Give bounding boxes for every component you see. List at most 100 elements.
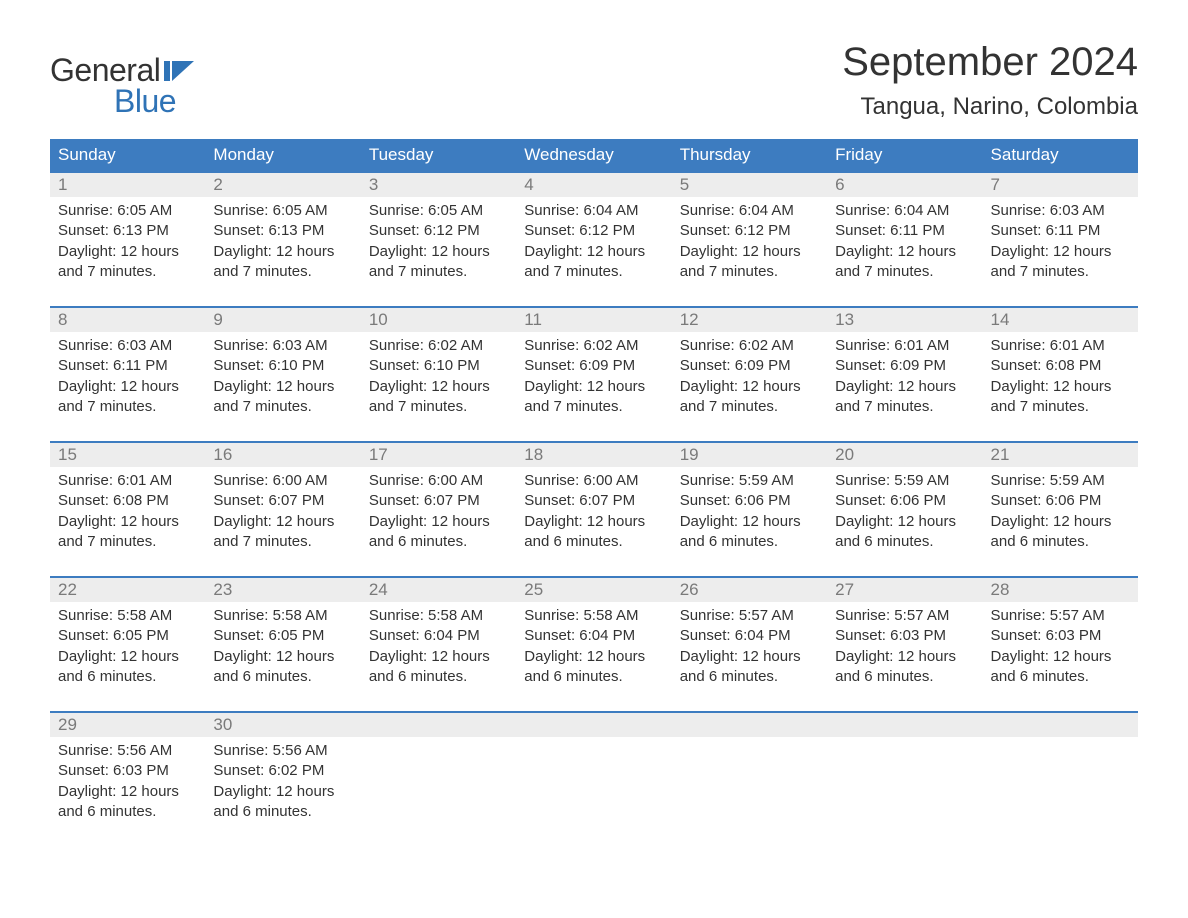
weekday-header-row: Sunday Monday Tuesday Wednesday Thursday… [50, 139, 1138, 172]
sunrise-text: Sunrise: 6:00 AM [213, 471, 352, 491]
day-number: 26 [672, 577, 827, 602]
day-body-row: Sunrise: 5:58 AMSunset: 6:05 PMDaylight:… [50, 602, 1138, 712]
daylight-text: Daylight: 12 hours and 7 minutes. [213, 512, 352, 553]
daylight-text: Daylight: 12 hours and 7 minutes. [213, 377, 352, 418]
day-cell: Sunrise: 5:56 AMSunset: 6:02 PMDaylight:… [205, 737, 360, 846]
day-cell: Sunrise: 6:05 AMSunset: 6:13 PMDaylight:… [50, 197, 205, 307]
day-number [672, 712, 827, 737]
sunset-text: Sunset: 6:08 PM [991, 356, 1130, 376]
daylight-text: Daylight: 12 hours and 6 minutes. [991, 647, 1130, 688]
sunset-text: Sunset: 6:03 PM [58, 761, 197, 781]
sunset-text: Sunset: 6:11 PM [991, 221, 1130, 241]
sunset-text: Sunset: 6:11 PM [58, 356, 197, 376]
sunset-text: Sunset: 6:11 PM [835, 221, 974, 241]
logo-text-blue: Blue [114, 83, 194, 120]
day-number: 29 [50, 712, 205, 737]
daylight-text: Daylight: 12 hours and 6 minutes. [680, 647, 819, 688]
sunset-text: Sunset: 6:07 PM [213, 491, 352, 511]
day-cell: Sunrise: 5:57 AMSunset: 6:03 PMDaylight:… [827, 602, 982, 712]
day-number: 14 [983, 307, 1138, 332]
sunrise-text: Sunrise: 5:57 AM [835, 606, 974, 626]
sunset-text: Sunset: 6:06 PM [991, 491, 1130, 511]
daylight-text: Daylight: 12 hours and 7 minutes. [58, 242, 197, 283]
day-number-row: 2930 [50, 712, 1138, 737]
sunrise-text: Sunrise: 5:57 AM [680, 606, 819, 626]
sunrise-text: Sunrise: 6:05 AM [369, 201, 508, 221]
day-number-row: 22232425262728 [50, 577, 1138, 602]
day-number: 5 [672, 172, 827, 197]
day-number: 4 [516, 172, 671, 197]
day-number-row: 15161718192021 [50, 442, 1138, 467]
daylight-text: Daylight: 12 hours and 6 minutes. [835, 512, 974, 553]
day-cell: Sunrise: 6:01 AMSunset: 6:08 PMDaylight:… [983, 332, 1138, 442]
day-cell: Sunrise: 5:59 AMSunset: 6:06 PMDaylight:… [983, 467, 1138, 577]
weekday-header: Tuesday [361, 139, 516, 172]
day-cell: Sunrise: 5:57 AMSunset: 6:03 PMDaylight:… [983, 602, 1138, 712]
day-number: 24 [361, 577, 516, 602]
daylight-text: Daylight: 12 hours and 7 minutes. [680, 242, 819, 283]
day-number: 28 [983, 577, 1138, 602]
header: General Blue September 2024 Tangua, Nari… [50, 40, 1138, 121]
daylight-text: Daylight: 12 hours and 6 minutes. [58, 782, 197, 823]
day-number: 6 [827, 172, 982, 197]
day-number: 30 [205, 712, 360, 737]
sunset-text: Sunset: 6:07 PM [369, 491, 508, 511]
sunset-text: Sunset: 6:03 PM [991, 626, 1130, 646]
day-number: 10 [361, 307, 516, 332]
sunset-text: Sunset: 6:09 PM [680, 356, 819, 376]
day-number [516, 712, 671, 737]
sunset-text: Sunset: 6:04 PM [369, 626, 508, 646]
day-number [361, 712, 516, 737]
day-number: 13 [827, 307, 982, 332]
sunrise-text: Sunrise: 6:05 AM [213, 201, 352, 221]
day-number-row: 1234567 [50, 172, 1138, 197]
sunrise-text: Sunrise: 6:04 AM [524, 201, 663, 221]
day-number: 22 [50, 577, 205, 602]
daylight-text: Daylight: 12 hours and 7 minutes. [213, 242, 352, 283]
day-cell: Sunrise: 6:04 AMSunset: 6:11 PMDaylight:… [827, 197, 982, 307]
day-number: 11 [516, 307, 671, 332]
sunrise-text: Sunrise: 5:56 AM [58, 741, 197, 761]
day-cell: Sunrise: 6:00 AMSunset: 6:07 PMDaylight:… [205, 467, 360, 577]
day-body-row: Sunrise: 5:56 AMSunset: 6:03 PMDaylight:… [50, 737, 1138, 846]
daylight-text: Daylight: 12 hours and 7 minutes. [524, 242, 663, 283]
daylight-text: Daylight: 12 hours and 6 minutes. [369, 512, 508, 553]
day-cell: Sunrise: 6:05 AMSunset: 6:13 PMDaylight:… [205, 197, 360, 307]
sunrise-text: Sunrise: 6:01 AM [991, 336, 1130, 356]
logo: General Blue [50, 52, 194, 120]
day-cell: Sunrise: 6:03 AMSunset: 6:11 PMDaylight:… [983, 197, 1138, 307]
sunset-text: Sunset: 6:12 PM [524, 221, 663, 241]
sunrise-text: Sunrise: 5:58 AM [58, 606, 197, 626]
sunset-text: Sunset: 6:05 PM [213, 626, 352, 646]
daylight-text: Daylight: 12 hours and 7 minutes. [369, 242, 508, 283]
sunrise-text: Sunrise: 5:59 AM [991, 471, 1130, 491]
day-number: 9 [205, 307, 360, 332]
sunrise-text: Sunrise: 6:04 AM [680, 201, 819, 221]
sunrise-text: Sunrise: 5:57 AM [991, 606, 1130, 626]
day-body-row: Sunrise: 6:03 AMSunset: 6:11 PMDaylight:… [50, 332, 1138, 442]
day-number [983, 712, 1138, 737]
day-cell: Sunrise: 6:02 AMSunset: 6:09 PMDaylight:… [672, 332, 827, 442]
day-number: 15 [50, 442, 205, 467]
day-cell: Sunrise: 5:58 AMSunset: 6:04 PMDaylight:… [361, 602, 516, 712]
page-title: September 2024 [842, 40, 1138, 85]
daylight-text: Daylight: 12 hours and 7 minutes. [58, 512, 197, 553]
day-number: 20 [827, 442, 982, 467]
sunrise-text: Sunrise: 5:59 AM [680, 471, 819, 491]
day-cell: Sunrise: 5:58 AMSunset: 6:04 PMDaylight:… [516, 602, 671, 712]
sunset-text: Sunset: 6:07 PM [524, 491, 663, 511]
daylight-text: Daylight: 12 hours and 6 minutes. [213, 647, 352, 688]
daylight-text: Daylight: 12 hours and 6 minutes. [213, 782, 352, 823]
day-cell: Sunrise: 6:04 AMSunset: 6:12 PMDaylight:… [672, 197, 827, 307]
day-cell: Sunrise: 5:58 AMSunset: 6:05 PMDaylight:… [50, 602, 205, 712]
sunset-text: Sunset: 6:04 PM [680, 626, 819, 646]
day-cell [827, 737, 982, 846]
day-cell: Sunrise: 6:04 AMSunset: 6:12 PMDaylight:… [516, 197, 671, 307]
daylight-text: Daylight: 12 hours and 6 minutes. [524, 647, 663, 688]
day-number [827, 712, 982, 737]
daylight-text: Daylight: 12 hours and 6 minutes. [835, 647, 974, 688]
day-cell: Sunrise: 6:03 AMSunset: 6:11 PMDaylight:… [50, 332, 205, 442]
day-number: 16 [205, 442, 360, 467]
sunrise-text: Sunrise: 5:59 AM [835, 471, 974, 491]
sunset-text: Sunset: 6:06 PM [680, 491, 819, 511]
